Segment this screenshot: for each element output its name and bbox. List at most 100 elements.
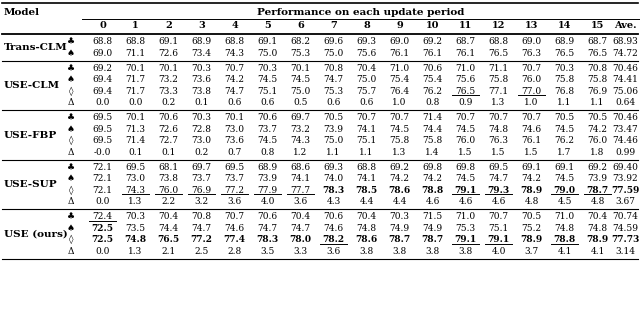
Text: 3.3: 3.3 [293,247,308,256]
Text: 74.5: 74.5 [554,125,575,134]
Text: 0.0: 0.0 [95,247,109,256]
Text: 3: 3 [198,20,205,29]
Text: 4.8: 4.8 [590,197,605,206]
Text: 70.7: 70.7 [225,64,244,73]
Text: 71.0: 71.0 [389,64,410,73]
Text: 14: 14 [558,20,571,29]
Text: 68.7: 68.7 [456,37,476,46]
Text: 76.0: 76.0 [588,136,607,145]
Text: 70.1: 70.1 [125,113,145,122]
Text: 72.1: 72.1 [93,163,113,172]
Text: 74.5: 74.5 [257,136,278,145]
Text: 77.7: 77.7 [291,186,310,195]
Text: 74.59: 74.59 [612,224,638,233]
Text: Δ: Δ [68,98,74,107]
Text: 79.0: 79.0 [554,186,575,195]
Text: 73.0: 73.0 [191,136,211,145]
Text: ♣: ♣ [67,64,75,73]
Text: -0.0: -0.0 [94,148,111,157]
Text: 75.4: 75.4 [422,75,443,84]
Text: 74.2: 74.2 [390,174,410,183]
Text: 77.9: 77.9 [257,186,278,195]
Text: 69.0: 69.0 [389,37,410,46]
Text: USE-FBP: USE-FBP [4,131,57,139]
Text: 1.2: 1.2 [293,148,308,157]
Text: 74.5: 74.5 [456,174,476,183]
Text: 73.4: 73.4 [191,49,211,58]
Text: 73.47: 73.47 [612,125,638,134]
Text: 72.1: 72.1 [93,174,113,183]
Text: 69.5: 69.5 [225,163,244,172]
Text: 74.1: 74.1 [356,174,376,183]
Text: 78.7: 78.7 [586,186,609,195]
Text: 75.0: 75.0 [323,136,344,145]
Text: 78.9: 78.9 [586,235,609,244]
Text: 0.8: 0.8 [426,98,440,107]
Text: 78.3: 78.3 [257,235,278,244]
Text: 70.8: 70.8 [323,64,344,73]
Text: 75.8: 75.8 [554,75,575,84]
Text: 74.3: 74.3 [125,186,145,195]
Text: 72.6: 72.6 [159,125,179,134]
Text: 76.0: 76.0 [159,186,179,195]
Text: 74.8: 74.8 [124,235,147,244]
Text: 74.3: 74.3 [225,49,244,58]
Text: 68.9: 68.9 [191,37,212,46]
Text: 0.0: 0.0 [95,197,109,206]
Text: 2.2: 2.2 [161,197,175,206]
Text: Model: Model [4,8,40,17]
Text: 72.4: 72.4 [93,212,113,221]
Text: 75.8: 75.8 [588,75,607,84]
Text: 68.7: 68.7 [588,37,607,46]
Text: ♣: ♣ [67,113,75,122]
Text: 69.0: 69.0 [522,37,541,46]
Text: 74.6: 74.6 [323,224,344,233]
Text: 74.2: 74.2 [588,125,607,134]
Text: 68.8: 68.8 [125,37,145,46]
Text: 1.8: 1.8 [590,148,605,157]
Text: 69.1: 69.1 [159,37,179,46]
Text: 73.3: 73.3 [159,87,179,96]
Text: 3.5: 3.5 [260,247,275,256]
Text: 70.1: 70.1 [225,113,244,122]
Text: 68.1: 68.1 [159,163,179,172]
Text: 69.8: 69.8 [456,163,476,172]
Text: 73.7: 73.7 [257,125,278,134]
Text: 79.3: 79.3 [488,186,509,195]
Text: 70.6: 70.6 [257,212,278,221]
Text: 68.6: 68.6 [291,163,310,172]
Text: 69.7: 69.7 [191,163,212,172]
Text: 74.72: 74.72 [612,49,638,58]
Text: Performance on each update period: Performance on each update period [257,8,464,17]
Text: 72.5: 72.5 [92,224,113,233]
Text: 5: 5 [264,20,271,29]
Text: ◊: ◊ [68,186,73,195]
Text: 76.9: 76.9 [588,87,607,96]
Text: 70.3: 70.3 [390,212,410,221]
Text: 74.5: 74.5 [257,75,278,84]
Text: 74.7: 74.7 [225,87,244,96]
Text: 76.1: 76.1 [456,49,476,58]
Text: Trans-CLM: Trans-CLM [4,43,68,52]
Text: 79.1: 79.1 [454,235,477,244]
Text: 73.7: 73.7 [191,174,211,183]
Text: 75.8: 75.8 [422,136,443,145]
Text: 0.0: 0.0 [95,98,109,107]
Text: 78.3: 78.3 [323,186,344,195]
Text: 78.9: 78.9 [520,235,543,244]
Text: 76.0: 76.0 [456,136,476,145]
Text: 7: 7 [330,20,337,29]
Text: 70.1: 70.1 [125,64,145,73]
Text: 12: 12 [492,20,505,29]
Text: Ave.: Ave. [614,20,636,29]
Text: ◊: ◊ [68,235,73,245]
Text: 72.5: 72.5 [92,235,113,244]
Text: ♠: ♠ [67,75,75,84]
Text: 74.9: 74.9 [422,224,443,233]
Text: 74.5: 74.5 [389,125,410,134]
Text: 69.2: 69.2 [93,64,113,73]
Text: 0.5: 0.5 [293,98,308,107]
Text: 72.7: 72.7 [159,136,179,145]
Text: 68.93: 68.93 [612,37,638,46]
Text: 1.5: 1.5 [524,148,539,157]
